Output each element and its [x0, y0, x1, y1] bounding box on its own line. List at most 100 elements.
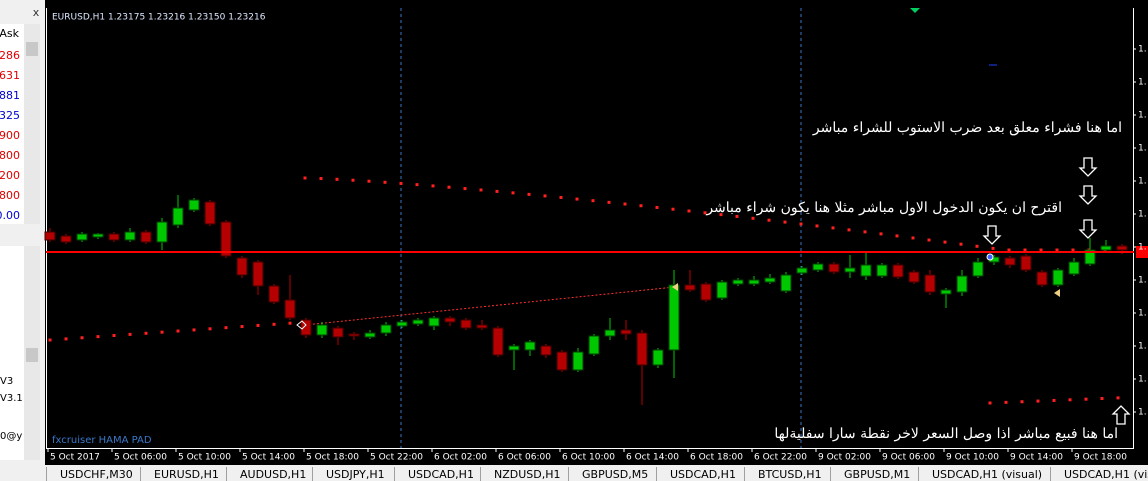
sar-dot — [783, 220, 787, 224]
time-label: 9 Oct 06:00 — [882, 453, 935, 463]
chart-tab[interactable]: GBPUSD,M5 — [582, 468, 648, 481]
sar-dot — [639, 204, 643, 208]
sar-dot — [335, 177, 339, 181]
price[interactable]: 325 — [0, 109, 20, 122]
sar-dot — [1100, 397, 1104, 401]
candle-body — [268, 285, 280, 303]
sar-dot — [1020, 400, 1024, 404]
price[interactable]: 286 — [0, 49, 20, 62]
candle-body — [284, 299, 296, 319]
sar-dot — [799, 222, 803, 226]
sar-dot — [319, 177, 323, 181]
price[interactable]: 631 — [0, 69, 20, 82]
time-label: 9 Oct 14:00 — [1010, 453, 1063, 463]
candle-body — [892, 264, 904, 278]
chart-tab[interactable]: GBPUSD,M1 — [844, 468, 910, 481]
sar-dot — [96, 335, 100, 339]
candle-body — [588, 335, 600, 355]
sar-dot — [943, 240, 947, 244]
candle-body — [316, 324, 328, 336]
sar-dot — [575, 197, 579, 201]
candle-body — [444, 317, 456, 323]
scroll-thumb[interactable] — [26, 42, 38, 56]
price[interactable]: 881 — [0, 89, 20, 102]
sar-dot — [128, 332, 132, 336]
candle-body — [204, 201, 216, 225]
sar-dot — [64, 337, 68, 341]
close-button[interactable]: x — [33, 6, 40, 19]
annotation: اقترح ان يكون الدخول الاول مباشر مثلا هن… — [705, 200, 1062, 216]
candle-body — [332, 327, 344, 338]
price[interactable]: 800 — [0, 189, 20, 202]
sar-dot — [479, 188, 483, 192]
scroll-thumb[interactable] — [26, 348, 38, 362]
axis-label: 1. — [1138, 243, 1147, 253]
axis-label: 1. — [1138, 309, 1147, 319]
sar-dot — [623, 202, 627, 206]
sar-dot — [879, 232, 883, 236]
chart-tab[interactable]: USDCAD,H1 — [408, 468, 474, 481]
annotation: اما هنا فشراء معلق بعد ضرب الاستوب للشرا… — [812, 120, 1122, 136]
sar-dot — [1071, 248, 1075, 252]
candle-body — [1068, 261, 1080, 275]
time-label: 5 Oct 06:00 — [114, 453, 167, 463]
candle-body — [124, 231, 136, 241]
chart-tab[interactable]: AUDUSD,H1 — [240, 468, 306, 481]
sar-dot — [767, 218, 771, 222]
sar-dot — [988, 401, 992, 405]
sar-dot — [288, 321, 292, 325]
marker — [986, 253, 994, 261]
navigator-item[interactable]: 0@y — [0, 431, 22, 442]
scrollbar[interactable] — [24, 24, 40, 224]
price[interactable]: 800 — [0, 149, 20, 162]
candle-body — [636, 332, 648, 366]
annotation: اما هنا فبيع مباشر اذا وصل السعر لاخر نق… — [774, 426, 1118, 442]
candle-body — [668, 284, 680, 351]
navigator-item[interactable]: V3 — [0, 376, 13, 387]
candle-body — [140, 231, 152, 243]
tab-bar — [0, 465, 1148, 481]
candle-body — [716, 281, 728, 299]
sar-dot — [895, 234, 899, 238]
candle-body — [412, 319, 424, 325]
candle-body — [540, 345, 552, 356]
chart-tab[interactable]: NZDUSD,H1 — [494, 468, 561, 481]
price[interactable]: 900 — [0, 129, 20, 142]
chart-tab[interactable]: USDJPY,H1 — [326, 468, 385, 481]
candle-body — [796, 267, 808, 274]
column-header: Ask — [0, 27, 20, 40]
sar-dot — [112, 334, 116, 338]
sar-dot — [1084, 397, 1088, 401]
navigator-item[interactable]: V3.1 — [0, 393, 23, 404]
candle-body — [76, 233, 88, 241]
time-label: 6 Oct 18:00 — [690, 453, 743, 463]
price[interactable]: 0.00 — [0, 209, 20, 222]
candle-body — [44, 231, 56, 241]
candle-body — [524, 341, 536, 351]
sar-dot — [367, 179, 371, 183]
marker — [910, 8, 920, 13]
navigator — [0, 246, 24, 460]
sar-dot — [463, 187, 467, 191]
candle-body — [620, 329, 632, 335]
candle-body — [556, 351, 568, 371]
arrow-down — [1078, 219, 1098, 239]
sar-dot — [959, 242, 963, 246]
chart-tab[interactable]: EURUSD,H1 — [154, 468, 219, 481]
chart-tab[interactable]: USDCHF,M30 — [60, 468, 133, 481]
sar-dot — [48, 338, 52, 342]
sar-dot — [144, 331, 148, 335]
chart-tab[interactable]: USDCAD,H1 (visual) — [932, 468, 1042, 481]
candle-body — [1084, 249, 1096, 265]
sar-dot — [671, 207, 675, 211]
price[interactable]: 200 — [0, 169, 20, 182]
chart-tab[interactable]: USDCAD,H1 — [670, 468, 736, 481]
candle-body — [348, 333, 360, 337]
chart-tab[interactable]: BTCUSD,H1 — [758, 468, 822, 481]
arrow-down — [982, 225, 1002, 245]
axis-label: 1. — [1138, 408, 1147, 418]
sar-dot — [272, 322, 276, 326]
chart-tab[interactable]: USDCAD,H1 (vis — [1064, 468, 1148, 481]
candle-body — [108, 233, 120, 241]
indicator-label: fxcruiser HAMA PAD — [52, 435, 152, 446]
